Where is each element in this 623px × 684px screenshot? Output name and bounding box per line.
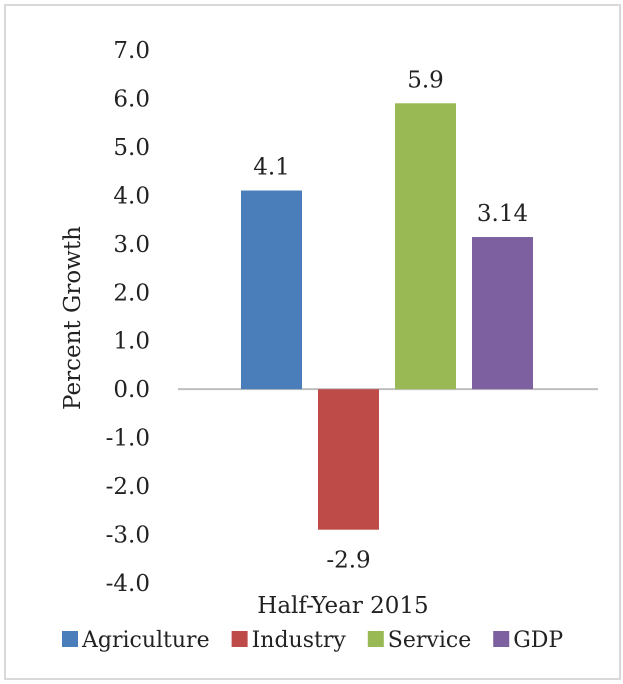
y-tick-label: 6.0 bbox=[113, 86, 150, 112]
bar-agriculture bbox=[241, 190, 302, 390]
y-tick-label: -3.0 bbox=[106, 523, 150, 549]
legend-label-service: Service bbox=[388, 628, 471, 653]
bar-service bbox=[395, 103, 456, 390]
y-tick-label: 1.0 bbox=[113, 329, 150, 355]
legend-swatch-industry bbox=[231, 631, 248, 647]
y-tick-labels: 7.0 6.0 5.0 4.0 3.0 2.0 1.0 0.0 -1.0 -2.0 -3.0 -4.0 bbox=[106, 38, 150, 597]
y-tick-label: 0.0 bbox=[113, 377, 150, 403]
y-tick-label: 2.0 bbox=[113, 280, 150, 306]
bars bbox=[241, 103, 533, 530]
data-label-industry: -2.9 bbox=[326, 548, 370, 574]
y-axis-title: Percent Growth bbox=[60, 226, 86, 410]
data-label-gdp: 3.14 bbox=[477, 201, 528, 227]
legend-label-gdp: GDP bbox=[513, 628, 563, 653]
legend-swatch-agriculture bbox=[62, 631, 78, 647]
y-tick-label: -4.0 bbox=[106, 571, 150, 597]
legend-label-agriculture: Agriculture bbox=[81, 628, 210, 653]
data-label-agriculture: 4.1 bbox=[253, 155, 290, 181]
y-tick-label: 5.0 bbox=[113, 135, 150, 161]
data-label-service: 5.9 bbox=[407, 67, 444, 93]
y-tick-label: 7.0 bbox=[113, 38, 150, 64]
legend: Agriculture Industry Service GDP bbox=[62, 628, 563, 653]
y-tick-label: 4.0 bbox=[113, 183, 150, 209]
legend-swatch-service bbox=[367, 631, 384, 647]
legend-label-industry: Industry bbox=[252, 628, 347, 653]
data-labels: 4.1 -2.9 5.9 3.14 bbox=[253, 67, 528, 573]
bar-gdp bbox=[472, 237, 533, 390]
y-tick-label: -1.0 bbox=[106, 426, 150, 452]
y-tick-label: -2.0 bbox=[106, 474, 150, 500]
bar-industry bbox=[318, 389, 379, 530]
y-tick-label: 3.0 bbox=[113, 232, 150, 258]
x-axis-title: Half-Year 2015 bbox=[257, 593, 428, 619]
legend-swatch-gdp bbox=[493, 631, 510, 647]
